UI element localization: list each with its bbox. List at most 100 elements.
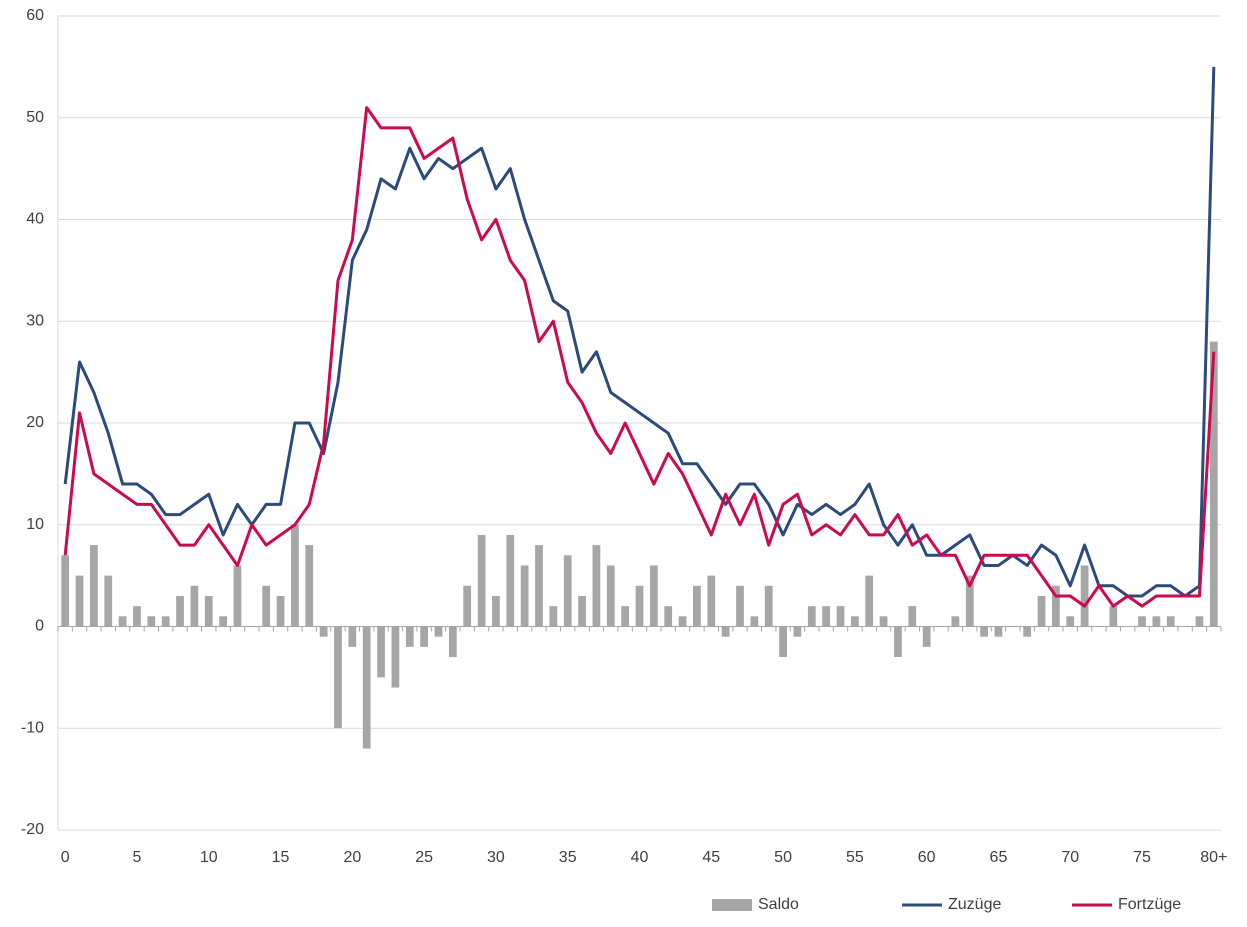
bar [764, 585, 773, 627]
bar [90, 545, 98, 627]
x-tick-label: 55 [846, 849, 864, 866]
bar [492, 595, 500, 627]
bar [635, 585, 644, 627]
y-tick-label: -20 [21, 821, 44, 838]
bar [922, 626, 931, 647]
bar [1138, 616, 1146, 627]
x-tick-label: 40 [631, 849, 649, 866]
bar [693, 585, 701, 627]
bar [147, 616, 156, 627]
bar [75, 575, 84, 627]
line [63, 106, 1216, 608]
x-tick-label: 0 [61, 849, 70, 866]
y-tick-label: 0 [35, 618, 44, 635]
bar [448, 626, 457, 658]
bar [291, 524, 299, 627]
bar [908, 606, 917, 627]
bar [1037, 595, 1046, 627]
bar [161, 616, 170, 627]
bar [176, 595, 184, 627]
bar [1166, 616, 1175, 627]
bar [836, 606, 845, 627]
bar [994, 626, 1003, 637]
bar [377, 626, 385, 678]
bar [190, 585, 199, 627]
bar [118, 616, 127, 627]
bar [779, 626, 787, 658]
x-tick-label: 15 [272, 849, 290, 866]
x-tick-label: 60 [918, 849, 936, 866]
bar [319, 626, 328, 637]
bar [1195, 616, 1204, 627]
bar [606, 565, 615, 627]
bar [578, 595, 586, 627]
bar [678, 616, 687, 627]
x-tick-label: 45 [702, 849, 720, 866]
y-tick-label: 50 [26, 109, 44, 126]
y-tick-label: 20 [26, 414, 44, 431]
bar [463, 585, 472, 627]
bar [664, 606, 673, 627]
bar [1209, 341, 1218, 627]
bar [980, 626, 988, 637]
bar [405, 626, 414, 647]
x-tick-label: 50 [774, 849, 792, 866]
bar [750, 616, 759, 627]
bar [894, 626, 902, 658]
bar [1080, 565, 1089, 627]
bar [549, 606, 558, 627]
x-tick-label: 10 [200, 849, 218, 866]
x-tick-label: 25 [415, 849, 433, 866]
bar [477, 534, 486, 627]
bar [204, 595, 213, 627]
x-tick-label: 75 [1133, 849, 1151, 866]
bar [276, 595, 285, 627]
line [63, 66, 1216, 598]
bar [965, 575, 974, 627]
bar [334, 626, 342, 729]
bar [362, 626, 371, 749]
y-tick-label: 30 [26, 312, 44, 329]
legend-label: Fortzüge [1118, 896, 1181, 913]
bar [1023, 626, 1032, 637]
bar [822, 606, 831, 627]
bar [649, 565, 658, 627]
legend-label: Saldo [758, 896, 799, 913]
x-tick-label: 65 [990, 849, 1008, 866]
bar [951, 616, 960, 627]
bar [61, 555, 70, 627]
bar [133, 606, 141, 627]
bar [305, 545, 314, 627]
bar [621, 606, 630, 627]
bar [262, 585, 271, 627]
x-tick-label: 30 [487, 849, 505, 866]
bar [865, 575, 874, 627]
x-tick-label: 70 [1061, 849, 1079, 866]
bar [233, 565, 242, 627]
bar [535, 545, 543, 627]
bar [592, 545, 601, 627]
bar [807, 606, 816, 627]
bar [1066, 616, 1075, 627]
bar [563, 555, 572, 627]
bar [506, 534, 515, 627]
bar [520, 565, 529, 627]
bar [793, 626, 802, 637]
bar [879, 616, 888, 627]
x-tick-label: 5 [133, 849, 142, 866]
x-tick-label: 20 [343, 849, 361, 866]
y-tick-label: 60 [26, 7, 44, 24]
bar [104, 575, 113, 627]
bar [219, 616, 227, 627]
bar [707, 575, 716, 627]
bar [1052, 585, 1060, 627]
y-tick-label: 10 [26, 516, 44, 533]
bar [1152, 616, 1161, 627]
bar [1109, 606, 1118, 627]
x-tick-label: 80+ [1200, 849, 1227, 866]
y-tick-label: -10 [21, 719, 44, 736]
bar [391, 626, 400, 688]
y-tick-label: 40 [26, 211, 44, 228]
bar [420, 626, 429, 647]
